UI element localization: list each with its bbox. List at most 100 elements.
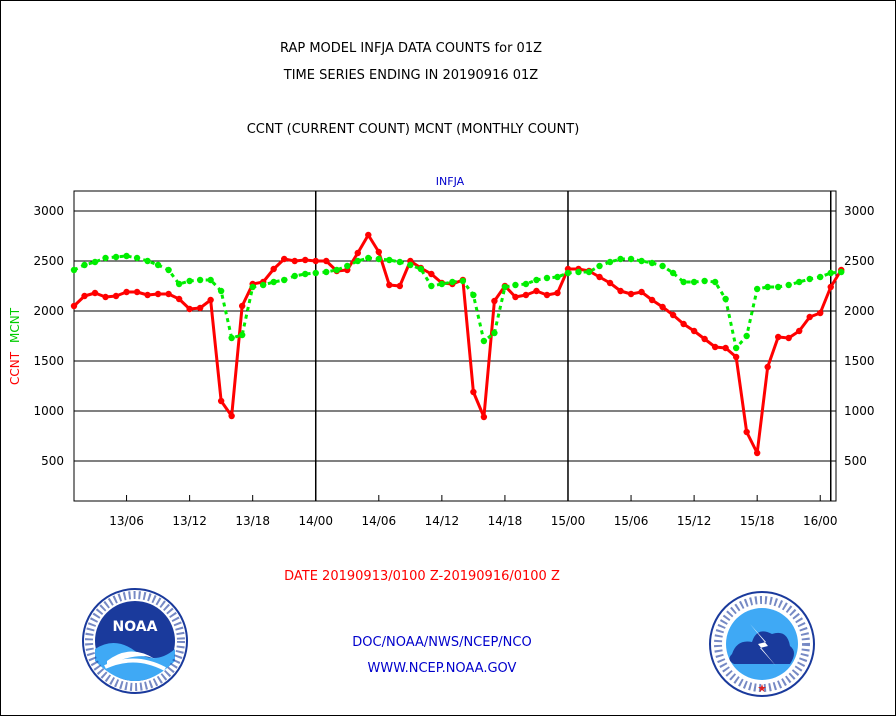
data-point-mcnt: [196, 276, 204, 284]
data-point-ccnt: [680, 320, 687, 328]
data-point-mcnt: [711, 278, 719, 286]
nws-logo: [709, 591, 815, 697]
data-point-ccnt: [144, 291, 151, 299]
data-point-mcnt: [470, 291, 477, 299]
data-point-ccnt: [753, 449, 761, 457]
chart-subtitle: CCNT (CURRENT COUNT) MCNT (MONTHLY COUNT…: [247, 122, 580, 137]
data-point-mcnt: [753, 285, 761, 293]
data-point-mcnt: [522, 280, 530, 288]
data-point-ccnt: [81, 292, 88, 300]
data-point-ccnt: [291, 257, 298, 265]
data-point-mcnt: [323, 268, 330, 276]
data-point-mcnt: [175, 280, 183, 288]
data-point-mcnt: [817, 273, 824, 281]
data-point-ccnt: [543, 291, 551, 299]
x-tick-label: 14/18: [488, 514, 523, 528]
data-point-mcnt: [407, 261, 414, 269]
x-tick-label: 14/12: [425, 514, 460, 528]
data-point-ccnt: [270, 265, 277, 273]
data-point-ccnt: [522, 291, 530, 299]
data-point-ccnt: [196, 304, 204, 312]
data-point-ccnt: [228, 412, 235, 420]
data-point-ccnt: [606, 279, 614, 287]
grid-lines: [74, 210, 836, 462]
x-tick-label: 14/06: [362, 514, 397, 528]
data-point-mcnt: [217, 287, 225, 295]
y-tick-label-right: 2000: [844, 304, 875, 318]
data-point-mcnt: [669, 269, 677, 277]
y-tick-label: 1000: [33, 404, 64, 418]
data-point-mcnt: [732, 344, 740, 352]
data-point-mcnt: [680, 278, 687, 286]
data-point-ccnt: [743, 428, 750, 436]
data-point-ccnt: [659, 303, 666, 311]
data-point-mcnt: [764, 283, 771, 291]
series-layer: [70, 231, 845, 457]
data-point-ccnt: [764, 363, 771, 371]
y-tick-label: 1500: [33, 354, 64, 368]
data-point-mcnt: [806, 275, 813, 283]
data-point-mcnt: [154, 261, 162, 269]
y-tick-label: 3000: [33, 204, 64, 218]
data-point-mcnt: [386, 256, 393, 264]
data-point-ccnt: [827, 283, 834, 291]
data-point-mcnt: [70, 266, 78, 274]
data-point-mcnt: [827, 269, 834, 277]
data-point-ccnt: [154, 290, 162, 298]
data-point-mcnt: [491, 329, 498, 337]
data-point-mcnt: [270, 278, 277, 286]
data-point-mcnt: [186, 277, 193, 285]
x-tick-label: 13/12: [172, 514, 207, 528]
data-point-ccnt: [207, 296, 214, 304]
data-point-ccnt: [133, 288, 141, 296]
data-point-ccnt: [70, 302, 78, 310]
data-point-ccnt: [617, 287, 624, 295]
data-point-ccnt: [281, 255, 288, 263]
y-tick-label-right: 2500: [844, 254, 875, 268]
data-point-mcnt: [543, 274, 551, 282]
data-point-mcnt: [648, 259, 656, 267]
data-point-ccnt: [774, 333, 782, 341]
data-point-mcnt: [722, 295, 729, 303]
data-point-mcnt: [312, 269, 319, 277]
data-point-ccnt: [302, 256, 309, 264]
data-point-mcnt: [249, 283, 256, 291]
data-point-ccnt: [386, 281, 393, 289]
data-point-mcnt: [112, 253, 120, 261]
data-point-ccnt: [365, 231, 372, 239]
data-point-mcnt: [596, 262, 603, 270]
plot-title: INFJA: [436, 175, 465, 188]
data-point-ccnt: [375, 248, 382, 256]
data-point-ccnt: [596, 273, 603, 281]
data-point-mcnt: [91, 258, 99, 266]
data-point-ccnt: [480, 413, 488, 421]
date-range-label: DATE 20190913/0100 Z-20190916/0100 Z: [284, 569, 560, 584]
data-point-ccnt: [165, 290, 172, 298]
data-point-ccnt: [491, 297, 498, 305]
y-tick-labels: 500 500 1000 1000 1500 1500 2000 2000 2500 2500 30…: [33, 204, 874, 468]
y-tick-label: 2000: [33, 304, 64, 318]
footer-org-text: DOC/NOAA/NWS/NCEP/NCO: [352, 635, 531, 650]
y-axis-label-ccnt: CCNT: [8, 351, 22, 385]
x-tick-label: 16/00: [803, 514, 838, 528]
y-tick-label-right: 500: [844, 454, 867, 468]
data-point-ccnt: [396, 282, 404, 290]
y-tick-label: 2500: [33, 254, 64, 268]
x-tick-label: 14/00: [298, 514, 333, 528]
data-point-mcnt: [617, 255, 624, 263]
data-point-mcnt: [585, 268, 593, 276]
x-tick-label: 15/18: [740, 514, 775, 528]
data-point-mcnt: [259, 281, 267, 289]
series-line-ccnt: [72, 233, 843, 455]
data-point-ccnt: [91, 289, 99, 297]
data-point-mcnt: [144, 257, 151, 265]
data-point-mcnt: [238, 331, 246, 339]
data-point-mcnt: [291, 272, 298, 280]
data-point-mcnt: [690, 278, 698, 286]
noaa-logo-text: NOAA: [113, 619, 158, 635]
x-tick-labels: 13/06 13/12 13/18 14/00 14/06 14/12 14/18 15/00…: [109, 495, 838, 528]
data-point-ccnt: [428, 270, 435, 278]
y-tick-label-right: 3000: [844, 204, 875, 218]
x-tick-label: 15/12: [677, 514, 712, 528]
data-point-mcnt: [564, 269, 572, 277]
